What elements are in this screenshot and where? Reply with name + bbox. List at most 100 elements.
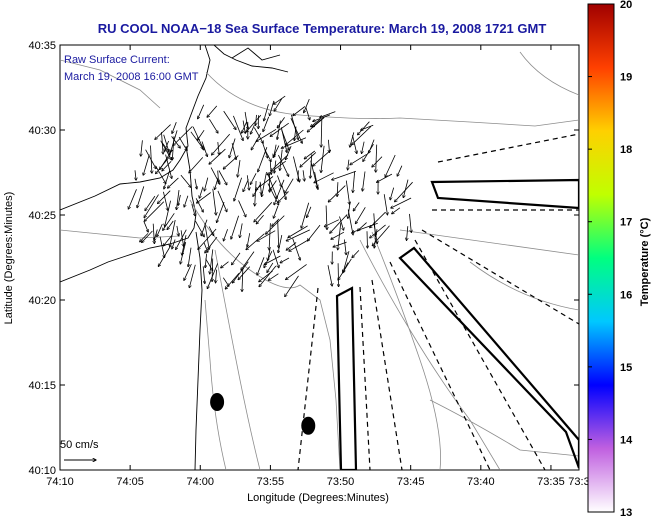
- current-vector: [370, 211, 386, 228]
- current-vector: [221, 261, 229, 268]
- current-vector: [278, 191, 289, 203]
- current-vector: [321, 145, 325, 173]
- current-vector: [374, 229, 378, 248]
- current-vector: [190, 131, 203, 149]
- current-vector: [320, 111, 336, 118]
- current-vector: [278, 235, 283, 253]
- current-vector: [268, 273, 279, 281]
- colorbar-tick-label: 13: [620, 507, 632, 518]
- current-vector: [370, 224, 386, 238]
- current-vector: [352, 222, 378, 232]
- current-vector: [407, 226, 408, 240]
- current-vector: [267, 160, 286, 175]
- current-vector: [255, 180, 257, 206]
- current-vector: [242, 269, 243, 292]
- current-vector: [209, 148, 226, 164]
- current-vector: [163, 213, 175, 230]
- current-vector: [392, 207, 401, 214]
- current-vector: [176, 225, 179, 236]
- current-vector: [343, 250, 350, 272]
- colorbar-tick-label: 14: [620, 434, 633, 446]
- radar-beams: [297, 133, 579, 470]
- current-vector: [373, 222, 378, 244]
- current-vector: [331, 231, 345, 239]
- colorbar-tick-label: 19: [620, 72, 632, 84]
- scale-label: 50 cm/s: [60, 439, 99, 451]
- current-vector: [255, 176, 274, 190]
- current-vector: [216, 269, 217, 283]
- current-vector: [201, 219, 208, 236]
- current-vector: [259, 265, 277, 287]
- current-vector: [321, 120, 322, 147]
- current-vector: [285, 178, 294, 194]
- current-vector: [143, 154, 150, 176]
- current-vector: [277, 117, 285, 128]
- current-vector: [170, 219, 176, 247]
- current-vector: [291, 114, 298, 140]
- current-vector: [250, 124, 255, 134]
- current-vector: [304, 150, 316, 159]
- current-vector: [157, 223, 163, 237]
- current-vector: [212, 258, 213, 282]
- current-vector: [184, 195, 189, 207]
- current-vector: [288, 225, 308, 238]
- radar-sectors: [335, 178, 579, 470]
- current-vector: [167, 220, 174, 230]
- y-tick-label: 40:10: [28, 465, 56, 477]
- current-vector: [312, 116, 325, 127]
- current-vector: [246, 175, 249, 190]
- current-vector: [240, 223, 243, 237]
- current-vector: [350, 153, 367, 165]
- current-vector: [137, 186, 145, 207]
- current-vector: [162, 161, 172, 171]
- current-vector: [303, 170, 304, 181]
- current-vector: [201, 141, 207, 157]
- current-vector: [215, 177, 219, 190]
- current-vector: [218, 142, 219, 155]
- current-vector: [145, 195, 156, 211]
- current-vector: [250, 173, 257, 184]
- current-vector: [286, 264, 307, 279]
- current-vector: [383, 194, 387, 215]
- y-tick-label: 40:20: [28, 295, 56, 307]
- x-tick-label: 74:10: [46, 476, 74, 488]
- current-vector: [176, 229, 187, 250]
- current-vector: [209, 118, 218, 133]
- current-vector: [207, 105, 218, 117]
- current-vector: [158, 190, 171, 204]
- current-vector: [212, 133, 231, 155]
- colorbar-tick-label: 20: [620, 0, 632, 11]
- current-vector: [164, 170, 170, 189]
- current-vector: [246, 233, 265, 250]
- current-vector: [264, 104, 269, 121]
- current-vector: [251, 133, 262, 150]
- current-vector: [172, 122, 177, 133]
- x-tick-label: 74:05: [116, 476, 144, 488]
- x-tick-label: 73:40: [467, 476, 495, 488]
- current-vector: [280, 149, 283, 171]
- current-vector: [272, 218, 280, 226]
- current-vector: [223, 229, 228, 241]
- current-vector: [263, 116, 270, 132]
- current-vector: [300, 152, 317, 167]
- current-vector: [277, 175, 281, 187]
- current-vector: [274, 95, 286, 104]
- current-vector: [241, 121, 247, 133]
- colorbar-ticks: 13 14 15 16 17 18 19 20: [588, 0, 633, 518]
- current-vector: [390, 187, 395, 200]
- x-tick-label: 74:00: [187, 476, 215, 488]
- current-vector: [362, 141, 365, 154]
- current-vector: [257, 230, 276, 242]
- colorbar-tick-label: 17: [620, 217, 632, 229]
- current-vector: [178, 136, 187, 151]
- current-vector: [180, 241, 187, 264]
- current-vector: [217, 201, 225, 223]
- current-vector: [189, 264, 196, 288]
- current-vector: [350, 132, 355, 147]
- current-vector: [293, 106, 306, 116]
- current-vector: [178, 194, 181, 205]
- current-vector: [313, 114, 331, 122]
- current-vector: [270, 122, 289, 136]
- current-vector: [198, 104, 205, 119]
